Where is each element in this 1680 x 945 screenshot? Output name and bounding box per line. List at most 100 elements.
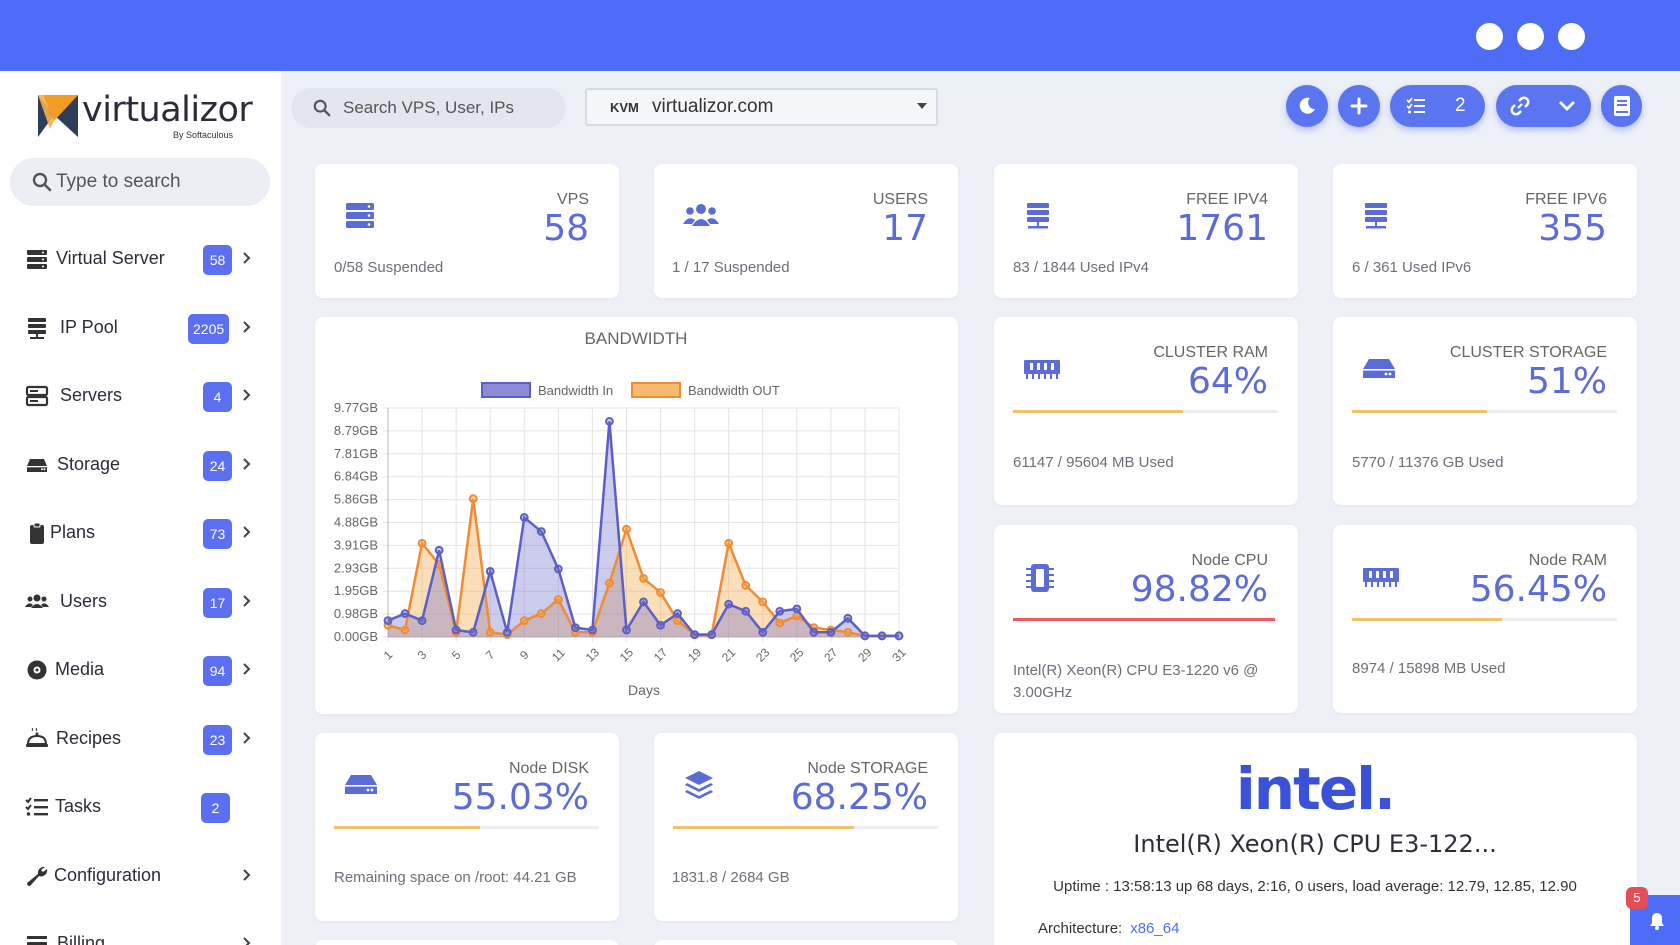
chevron-right-icon — [243, 458, 251, 470]
data-point — [485, 627, 495, 637]
data-point — [434, 545, 444, 555]
chevron-right-icon — [243, 937, 251, 945]
data-point — [588, 625, 597, 635]
users-icon — [683, 204, 719, 226]
data-point — [758, 597, 768, 607]
data-point — [656, 620, 665, 630]
sidebar-item-media[interactable]: Media 94 — [0, 645, 281, 695]
bandwidth-chart: BANDWIDTH Bandwidth In Bandwidth OUT 0.00GB… — [334, 329, 909, 698]
users-card[interactable]: USERS 17 1 / 17 Suspended — [654, 164, 958, 298]
book-icon — [1614, 96, 1630, 116]
tasks-button[interactable]: 2 — [1390, 85, 1485, 127]
logo-text: virtualizor — [82, 90, 253, 130]
node-disk-card[interactable]: Node DISK 55.03% Remaining space on /roo… — [315, 733, 619, 921]
sidebar-item-tasks[interactable]: Tasks 2 — [0, 782, 281, 832]
sidebar-item-label: Virtual Server — [56, 248, 165, 268]
sidebar-item-plans[interactable]: Plans 73 — [0, 508, 281, 558]
y-tick-label: 2.93GB — [334, 560, 378, 575]
cluster-ram-card[interactable]: CLUSTER RAM 64% 61147 / 95604 MB Used — [994, 317, 1298, 505]
sidebar-item-billing[interactable]: Billing — [0, 919, 281, 945]
global-search-input[interactable] — [343, 88, 553, 128]
stat-title: VPS — [556, 191, 589, 208]
data-point — [468, 627, 478, 637]
data-point — [502, 627, 512, 637]
sidebar-item-users[interactable]: Users 17 — [0, 577, 281, 627]
stat-value: 56.45% — [1469, 569, 1607, 610]
window-control-dot[interactable] — [1517, 23, 1544, 50]
virtualizor-logo[interactable]: virtualizor By Softaculous — [38, 90, 253, 143]
global-search[interactable] — [291, 88, 566, 128]
node-cpu-progress — [1013, 618, 1278, 621]
sidebar-search[interactable] — [10, 158, 270, 206]
sidebar-search-input[interactable] — [56, 158, 256, 206]
stat-title: Node DISK — [508, 760, 589, 777]
stat-title: CLUSTER STORAGE — [1449, 344, 1607, 361]
card-stub — [315, 940, 619, 945]
data-point — [570, 623, 580, 633]
node-cpu-card[interactable]: Node CPU 98.82% Intel(R) Xeon(R) CPU E3-… — [994, 525, 1298, 713]
x-axis-title: Days — [628, 682, 660, 698]
vps-card[interactable]: VPS 58 0/58 Suspended — [315, 164, 619, 298]
data-point — [553, 595, 563, 604]
recipe-icon — [26, 728, 48, 747]
data-point — [707, 630, 717, 640]
series-line — [387, 498, 899, 638]
data-point — [519, 513, 529, 522]
stat-title: Node STORAGE — [807, 760, 928, 777]
node-ram-card[interactable]: Node RAM 56.45% 8974 / 15898 MB Used — [1333, 525, 1637, 713]
notification-count-badge: 5 — [1626, 887, 1648, 909]
logo-mark-icon — [38, 95, 78, 137]
logo-subtitle: By Softaculous — [173, 130, 234, 140]
sidebar-item-label: Recipes — [56, 728, 122, 748]
sidebar-item-ip-pool[interactable]: IP Pool 2205 — [0, 303, 281, 353]
data-point — [690, 630, 700, 640]
count-badge: 2 — [201, 793, 230, 823]
cluster-storage-card[interactable]: CLUSTER STORAGE 51% 5770 / 11376 GB Used — [1333, 317, 1637, 505]
servers-icon — [25, 385, 49, 407]
ip-pool-icon — [28, 318, 46, 339]
count-badge: 24 — [203, 451, 232, 481]
sidebar-item-configuration[interactable]: Configuration — [0, 851, 281, 901]
data-point — [894, 631, 904, 641]
task-list-icon — [1406, 97, 1425, 114]
y-tick-label: 9.77GB — [334, 400, 378, 415]
data-point — [843, 627, 853, 637]
dropdown-caret-icon — [917, 103, 927, 109]
progress-fill — [673, 826, 854, 829]
data-point — [775, 618, 785, 628]
sidebar-item-servers[interactable]: Servers 4 — [0, 371, 281, 421]
stat-title: CLUSTER RAM — [1153, 344, 1268, 361]
data-point — [400, 609, 410, 618]
stat-value: 355 — [1538, 208, 1607, 249]
sidebar-item-storage[interactable]: Storage 24 — [0, 440, 281, 490]
stat-value: 58 — [543, 208, 589, 249]
node-storage-card[interactable]: Node STORAGE 68.25% 1831.8 / 2684 GB — [654, 733, 958, 921]
x-tick-label: 21 — [719, 645, 739, 665]
stat-value: 55.03% — [451, 777, 589, 818]
window-control-dot[interactable] — [1476, 23, 1503, 50]
sidebar-item-recipes[interactable]: Recipes 23 — [0, 714, 281, 764]
chart-title: BANDWIDTH — [585, 329, 688, 348]
add-button[interactable] — [1338, 85, 1380, 127]
links-menu-button[interactable] — [1496, 85, 1591, 127]
server-icon — [27, 250, 47, 269]
docs-button[interactable] — [1601, 85, 1642, 127]
data-point — [468, 494, 478, 504]
chevron-down-icon — [1559, 101, 1575, 111]
data-point — [656, 588, 665, 597]
hdd-icon — [1363, 359, 1395, 378]
architecture-value[interactable]: x86_64 — [1130, 920, 1180, 937]
sidebar-item-label: Servers — [60, 385, 123, 405]
dark-mode-button[interactable] — [1286, 85, 1328, 127]
x-tick-label: 3 — [415, 647, 430, 662]
window-control-dot[interactable] — [1558, 23, 1585, 50]
free-ipv4-card[interactable]: FREE IPV4 1761 83 / 1844 Used IPv4 — [994, 164, 1298, 298]
tasks-icon — [25, 797, 48, 816]
stat-subtext: Intel(R) Xeon(R) CPU E3-1220 v6 @ 3.00GH… — [1013, 662, 1259, 701]
server-select[interactable]: KVM virtualizor.com — [585, 88, 938, 126]
stat-subtext: Remaining space on /root: 44.21 GB — [334, 869, 577, 886]
data-point — [741, 581, 751, 590]
sidebar-item-label: Media — [55, 659, 105, 679]
free-ipv6-card[interactable]: FREE IPV6 355 6 / 361 Used IPv6 — [1333, 164, 1637, 298]
sidebar-item-virtual-server[interactable]: Virtual Server 58 — [0, 234, 281, 284]
